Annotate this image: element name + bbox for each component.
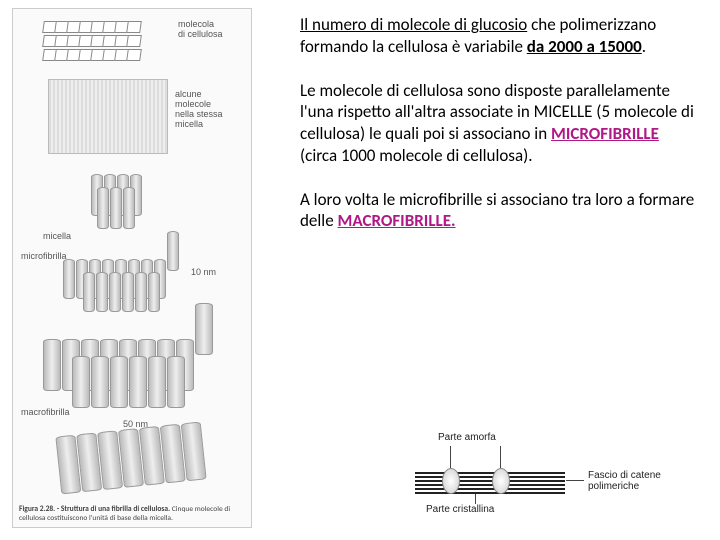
caption-bold: Figura 2.28. - Struttura di una fibrilla…: [19, 505, 170, 514]
amorphous-region-2: [492, 468, 510, 494]
p1-underline: Il numero di molecole di glucosio: [300, 14, 527, 35]
label-cristallina: Parte cristallina: [426, 504, 494, 515]
label-microfibrilla: microfibrilla: [21, 251, 67, 261]
label-amorfa: Parte amorfa: [438, 432, 496, 443]
paragraph-3: A loro volta le microfibrille si associa…: [300, 189, 695, 233]
microfibrilla-bundle: [61, 259, 181, 312]
amorphous-region-1: [442, 468, 460, 494]
label-alcune: alcune molecole nella stessa micella: [175, 89, 223, 129]
label-fascio: Fascio di catene polimeriche: [588, 470, 661, 492]
micelle-block: [48, 79, 168, 154]
paragraph-1: Il numero di molecole di glucosio che po…: [300, 14, 695, 58]
paragraph-2: Le molecole di cellulosa sono disposte p…: [300, 80, 695, 167]
arrow-amorfa: [450, 446, 451, 468]
p2-c: (circa 1000 molecole di cellulosa).: [300, 145, 533, 166]
label-scale10: 10 nm: [191, 267, 216, 277]
p3-macrofibrille: MACROFIBRILLE.: [338, 210, 456, 231]
molecule-chain: [43, 21, 173, 61]
p2-microfibrille: MICROFIBRILLE: [551, 123, 659, 144]
macrofibrilla-bundle: [43, 339, 213, 408]
fiber-diagram: Parte amorfa Parte cristallina Fascio di…: [360, 432, 660, 522]
figure-caption: Figura 2.28. - Struttura di una fibrilla…: [19, 505, 245, 523]
cellulose-structure-figure: molecola di cellulosa alcune molecole ne…: [12, 8, 252, 528]
label-macrofibrilla: macrofibrilla: [21, 407, 70, 417]
text-column: Il numero di molecole di glucosio che po…: [300, 14, 695, 254]
figure-content: molecola di cellulosa alcune molecole ne…: [13, 9, 251, 527]
p1-dot: .: [642, 36, 646, 57]
arrow-fascio: [566, 480, 584, 481]
label-micella: micella: [43, 231, 71, 241]
arrow-amorfa2: [500, 446, 501, 468]
label-molecola: molecola di cellulosa: [178, 19, 223, 39]
micella-bundle: [88, 174, 144, 229]
arrow-cristallina: [475, 494, 476, 504]
fiber-bundle: [40, 420, 220, 496]
fiber-lines: [415, 472, 565, 496]
p1-range: da 2000 a 15000: [527, 36, 642, 57]
